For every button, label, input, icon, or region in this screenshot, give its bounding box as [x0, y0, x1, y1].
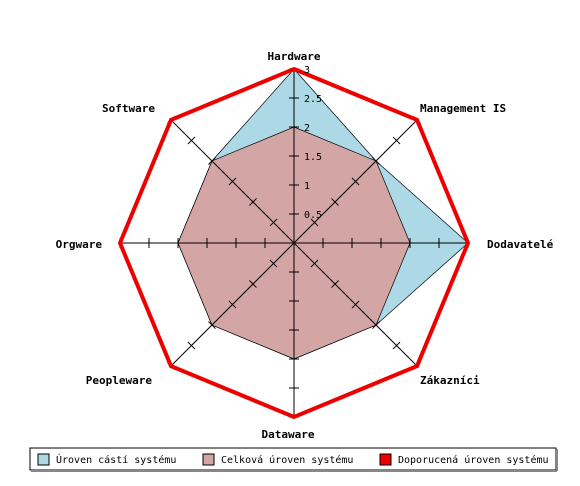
legend-label-celkova-uroven-systemu: Celková úroven systému: [221, 454, 353, 466]
axis-tick: [208, 321, 216, 329]
legend: Úroven cástí systému Celková úroven systé…: [29, 447, 558, 472]
tick-label: 2.5: [304, 94, 322, 105]
series-line-doporucena-uroven-systemu: [117, 66, 471, 420]
tick-labels: 0.5 1 1.5 2 2.5 3: [304, 65, 322, 221]
axis-tick: [331, 280, 339, 288]
axis-label-hardware: Hardware: [268, 50, 321, 63]
axis-tick: [310, 218, 319, 227]
axis-label-dodavatele: Dodavatelé: [487, 238, 554, 251]
axis-label-peopleware: Peopleware: [86, 374, 153, 387]
axis-tick: [372, 321, 380, 329]
axis-label-software: Software: [102, 102, 155, 115]
axis-label-management-is: Management IS: [420, 102, 506, 115]
axis-tick: [269, 218, 278, 227]
axis-tick: [392, 341, 401, 350]
axis-tick: [372, 157, 380, 165]
axis-tick: [187, 341, 196, 350]
axis-tick: [392, 136, 401, 145]
axis-labels: Hardware Management IS Dodavatelé Zákazníci…: [56, 50, 554, 441]
legend-swatch-uroven-casti-systemu: [37, 453, 50, 466]
legend-label-uroven-casti-systemu: Úroven cástí systému: [56, 453, 176, 466]
axis-tick: [269, 259, 278, 268]
axis-tick: [249, 198, 257, 206]
tick-label: 0.5: [304, 210, 322, 221]
axis-label-zakaznici: Zákazníci: [420, 374, 480, 387]
axis-tick: [331, 198, 339, 206]
legend-label-doporucena-uroven-systemu: Doporucená úroven systému: [398, 454, 549, 466]
tick-label: 1: [304, 181, 310, 192]
axis-tick: [187, 136, 196, 145]
axis-tick: [351, 300, 360, 309]
axis-label-orgware: Orgware: [56, 238, 103, 251]
axis-tick: [351, 177, 360, 186]
axis-label-dataware: Dataware: [262, 428, 315, 441]
axis-tick: [228, 300, 237, 309]
series-outlines: [117, 66, 471, 420]
tick-label: 3: [304, 65, 310, 76]
legend-swatch-celkova-uroven-systemu: [202, 453, 215, 466]
tick-label: 1.5: [304, 152, 322, 163]
axis-tick: [228, 177, 237, 186]
axis-tick: [310, 259, 319, 268]
axis-tick: [208, 157, 216, 165]
tick-label: 2: [304, 123, 310, 134]
axis-tick: [249, 280, 257, 288]
legend-swatch-doporucena-uroven-systemu: [379, 453, 392, 466]
